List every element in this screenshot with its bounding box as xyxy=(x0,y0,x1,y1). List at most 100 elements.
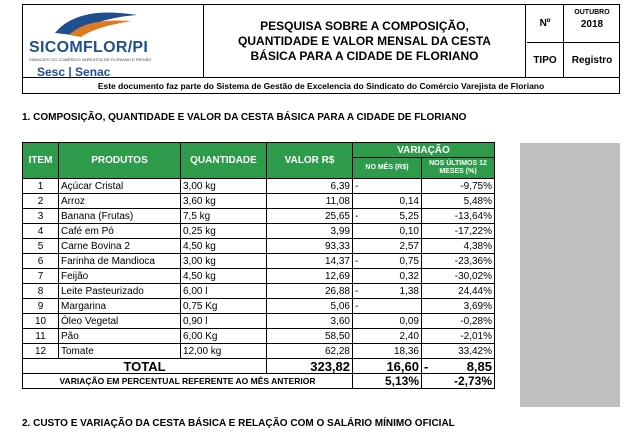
item-cell: 10 xyxy=(22,313,59,329)
cesta-basica-table: ITEM PRODUTOS QUANTIDADE VALOR R$ VARIAÇ… xyxy=(22,142,495,389)
item-cell: 11 xyxy=(22,328,59,344)
no-mes-sign-cell xyxy=(352,268,363,284)
ultimos-cell: -9,75% xyxy=(421,178,495,194)
variacao-label: VARIAÇÃO EM PERCENTUAL REFERENTE AO MÊS … xyxy=(22,373,353,389)
no-mes-sign-cell xyxy=(352,238,363,254)
produto-cell: Café em Pó xyxy=(58,223,181,239)
section-2-title: 2. CUSTO E VARIAÇÃO DA CESTA BÁSICA E RE… xyxy=(22,418,455,429)
quantidade-cell: 12,00 kg xyxy=(180,343,267,359)
brand-subtitle: SINDICATO DO COMÉRCIO VAREJISTA DE FLORI… xyxy=(29,57,152,62)
table-row: 6 Farinha de Mandioca 3,00 kg 14,37-0,75 -23… xyxy=(22,253,495,269)
valor-cell: 5,06 xyxy=(266,298,353,314)
ultimos-cell: -2,01% xyxy=(421,328,495,344)
table-row: 10 Óleo Vegetal 0,90 l 3,60 0,09 -0,28% xyxy=(22,313,495,329)
header-variacao: VARIAÇÃO xyxy=(352,142,495,158)
ultimos-cell: -30,02% xyxy=(421,268,495,284)
number-label: Nº xyxy=(527,5,564,43)
no-mes-cell: 0,10 xyxy=(362,223,422,239)
no-mes-sign-cell xyxy=(352,328,363,344)
no-mes-cell: 1,38 xyxy=(362,283,422,299)
item-cell: 7 xyxy=(22,268,59,284)
quantidade-cell: 4,50 kg xyxy=(180,268,267,284)
valor-cell: 62,28 xyxy=(266,343,353,359)
no-mes-cell: 5,25 xyxy=(362,208,422,224)
no-mes-cell: 0,14 xyxy=(362,193,422,209)
document-header: SICOMFLOR/PI SINDICATO DO COMÉRCIO VAREJ… xyxy=(22,4,620,79)
quantidade-cell: 6,00 Kg xyxy=(180,328,267,344)
ultimos-cell: 4,38% xyxy=(421,238,495,254)
item-cell: 9 xyxy=(22,298,59,314)
table-row: 2 Arroz 3,60 kg 11,08 0,14 5,48% xyxy=(22,193,495,209)
no-mes-sign-cell: - xyxy=(352,208,363,224)
table-row: 12 Tomate 12,00 kg 62,28 18,36 33,42% xyxy=(22,343,495,359)
ultimos-cell: -13,64% xyxy=(421,208,495,224)
header-quantidade: QUANTIDADE xyxy=(180,142,267,179)
produto-cell: Arroz xyxy=(58,193,181,209)
total-no-mes: 16,60 xyxy=(352,358,422,374)
ultimos-cell: -23,36% xyxy=(421,253,495,269)
valor-cell: 3,60 xyxy=(266,313,353,329)
produto-cell: Carne Bovina 2 xyxy=(58,238,181,254)
produto-cell: Banana (Frutas) xyxy=(58,208,181,224)
gray-side-panel xyxy=(520,143,620,407)
produto-cell: Açúcar Cristal xyxy=(58,178,181,194)
table-row: 8 Leite Pasteurizado 6,00 l 26,88-1,38 24,44… xyxy=(22,283,495,299)
valor-cell: 3,99 xyxy=(266,223,353,239)
produto-cell: Leite Pasteurizado xyxy=(58,283,181,299)
quantidade-cell: 4,50 kg xyxy=(180,238,267,254)
brand-name: SICOMFLOR/PI xyxy=(29,39,149,56)
ultimos-cell: 24,44% xyxy=(421,283,495,299)
header-no-mes: NO MÊS (R$) xyxy=(352,157,422,179)
partners-logo: Sesc | Senac xyxy=(37,65,111,79)
sicomflor-logo: SICOMFLOR/PI SINDICATO DO COMÉRCIO VAREJ… xyxy=(23,5,204,79)
item-cell: 6 xyxy=(22,253,59,269)
no-mes-cell: 0,75 xyxy=(362,253,422,269)
valor-cell: 26,88 xyxy=(266,283,353,299)
quantidade-cell: 3,60 kg xyxy=(180,193,267,209)
table-row: 7 Feijão 4,50 kg 12,69 0,32 -30,02% xyxy=(22,268,495,284)
no-mes-sign-cell xyxy=(352,343,363,359)
valor-cell: 12,69 xyxy=(266,268,353,284)
valor-cell: 58,50 xyxy=(266,328,353,344)
produto-cell: Feijão xyxy=(58,268,181,284)
produto-cell: Margarina xyxy=(58,298,181,314)
no-mes-cell: 0,32 xyxy=(362,268,422,284)
no-mes-cell xyxy=(362,178,422,194)
no-mes-cell xyxy=(362,298,422,314)
variacao-row: VARIAÇÃO EM PERCENTUAL REFERENTE AO MÊS … xyxy=(22,373,495,389)
ultimos-cell: 5,48% xyxy=(421,193,495,209)
item-cell: 5 xyxy=(22,238,59,254)
no-mes-cell: 18,36 xyxy=(362,343,422,359)
valor-cell: 93,33 xyxy=(266,238,353,254)
ultimos-cell: 33,42% xyxy=(421,343,495,359)
quantidade-cell: 0,25 kg xyxy=(180,223,267,239)
item-cell: 8 xyxy=(22,283,59,299)
item-cell: 12 xyxy=(22,343,59,359)
no-mes-sign-cell: - xyxy=(352,178,363,194)
valor-cell: 11,08 xyxy=(266,193,353,209)
table-row: 9 Margarina 0,75 Kg 5,06- 3,69% xyxy=(22,298,495,314)
header-item: ITEM xyxy=(22,142,59,179)
item-cell: 3 xyxy=(22,208,59,224)
no-mes-cell: 2,57 xyxy=(362,238,422,254)
produto-cell: Óleo Vegetal xyxy=(58,313,181,329)
table-row: 5 Carne Bovina 2 4,50 kg 93,33 2,57 4,38% xyxy=(22,238,495,254)
no-mes-sign-cell: - xyxy=(352,298,363,314)
total-ultimos: 8,85 xyxy=(431,358,495,374)
quantidade-cell: 3,00 kg xyxy=(180,178,267,194)
quantidade-cell: 7,5 kg xyxy=(180,208,267,224)
total-valor: 323,82 xyxy=(266,358,353,374)
valor-cell: 6,39 xyxy=(266,178,353,194)
total-row: TOTAL 323,82 16,60 - 8,85 xyxy=(22,358,495,374)
document-title: PESQUISA SOBRE A COMPOSIÇÃO, QUANTIDADE … xyxy=(204,5,526,77)
quantidade-cell: 0,75 Kg xyxy=(180,298,267,314)
table-row: 1 Açúcar Cristal 3,00 kg 6,39- -9,75% xyxy=(22,178,495,194)
no-mes-cell: 0,09 xyxy=(362,313,422,329)
total-sign: - xyxy=(421,358,432,374)
produto-cell: Tomate xyxy=(58,343,181,359)
date-box: OUTUBRO 2018 xyxy=(564,5,620,43)
no-mes-sign-cell: - xyxy=(352,253,363,269)
variacao-ultimos: -2,73% xyxy=(421,373,495,389)
item-cell: 4 xyxy=(22,223,59,239)
ultimos-cell: -17,22% xyxy=(421,223,495,239)
